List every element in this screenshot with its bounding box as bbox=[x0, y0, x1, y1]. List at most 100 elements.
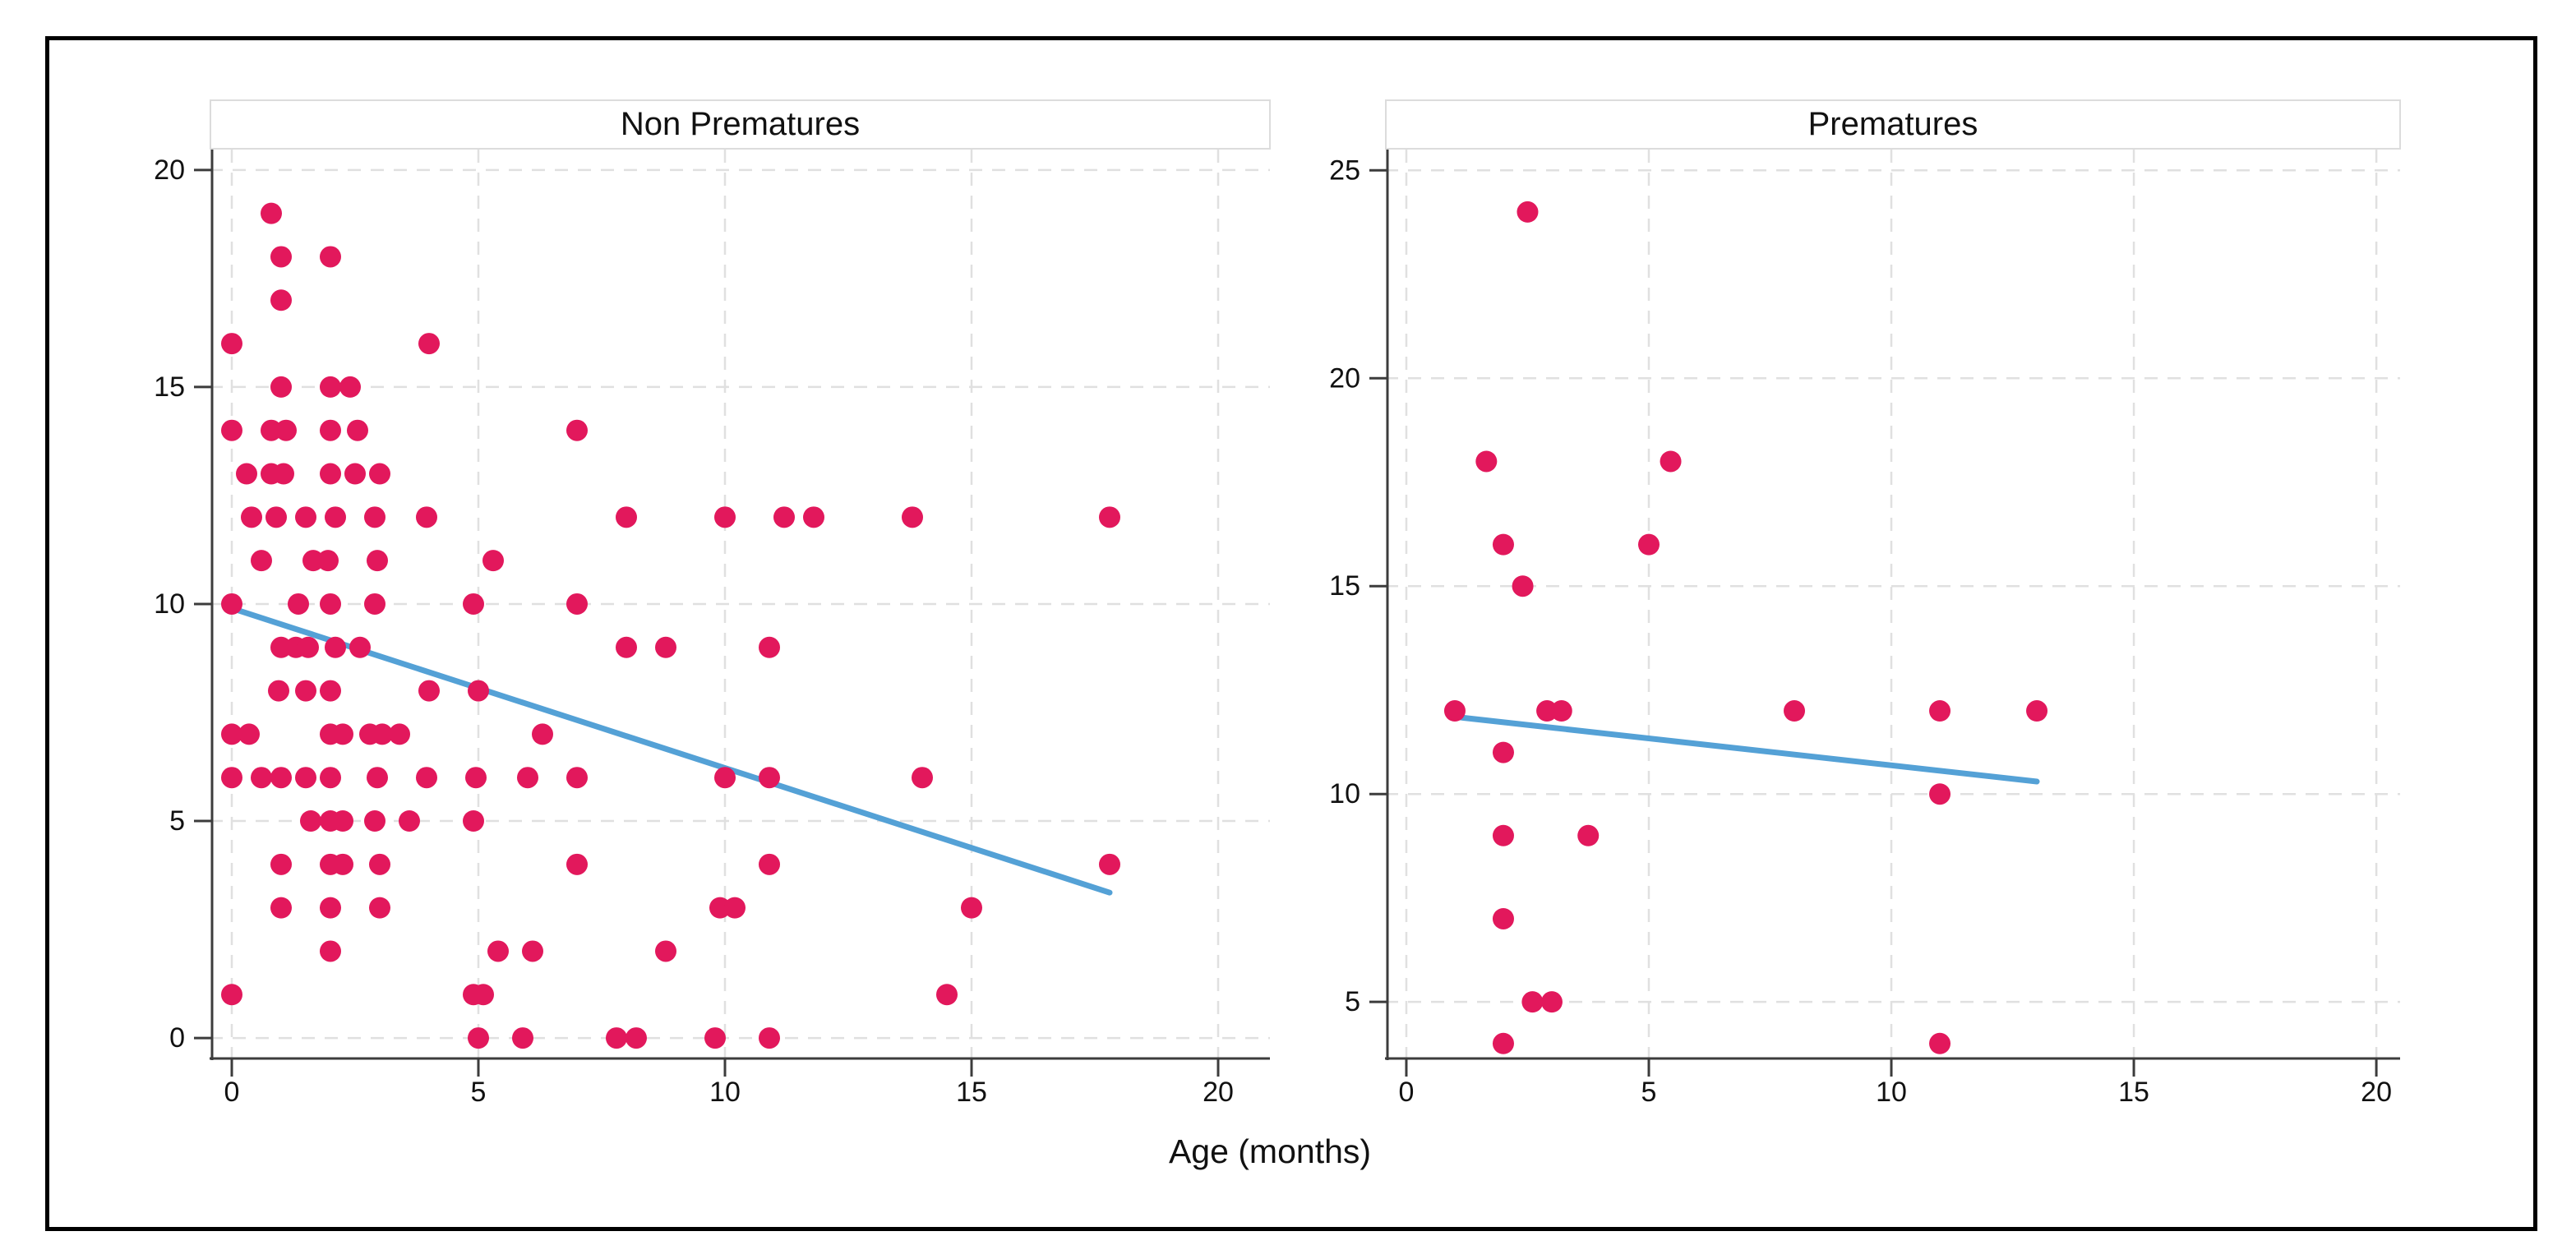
data-point bbox=[616, 636, 637, 658]
data-point bbox=[320, 897, 341, 919]
data-point bbox=[714, 506, 736, 528]
data-point bbox=[221, 593, 242, 615]
data-point bbox=[532, 723, 553, 745]
data-point bbox=[270, 246, 292, 268]
data-point bbox=[1550, 700, 1572, 722]
data-point bbox=[270, 853, 292, 875]
y-tick-label: 10 bbox=[154, 588, 185, 620]
data-point bbox=[616, 506, 637, 528]
data-point bbox=[416, 767, 437, 789]
data-point bbox=[512, 1027, 533, 1049]
data-point bbox=[320, 246, 341, 268]
data-point bbox=[1475, 450, 1498, 473]
data-point bbox=[325, 506, 346, 528]
y-tick-label: 5 bbox=[1345, 986, 1360, 1017]
y-tick-label: 20 bbox=[1329, 362, 1360, 394]
data-point bbox=[251, 550, 272, 572]
data-point bbox=[2026, 700, 2048, 722]
data-point bbox=[270, 897, 292, 919]
data-point bbox=[399, 810, 420, 832]
data-point bbox=[1099, 506, 1120, 528]
data-point bbox=[606, 1027, 627, 1049]
data-point bbox=[1492, 1032, 1514, 1054]
data-point bbox=[347, 419, 368, 441]
trend-line bbox=[229, 605, 1113, 896]
data-point bbox=[261, 202, 282, 224]
data-point bbox=[369, 463, 390, 485]
data-point bbox=[389, 723, 410, 745]
data-point bbox=[709, 897, 731, 919]
data-point bbox=[482, 550, 504, 572]
data-point bbox=[468, 1027, 489, 1049]
y-tick-label: 20 bbox=[154, 154, 185, 186]
data-point bbox=[221, 767, 242, 789]
data-point bbox=[270, 767, 292, 789]
trend-line bbox=[1454, 714, 2040, 785]
data-point bbox=[221, 419, 242, 441]
data-point bbox=[288, 593, 309, 615]
data-point bbox=[759, 853, 780, 875]
data-point bbox=[418, 680, 440, 702]
y-tick-label: 0 bbox=[169, 1022, 185, 1054]
data-point bbox=[416, 506, 437, 528]
data-point bbox=[295, 506, 316, 528]
y-tick-label: 5 bbox=[169, 805, 185, 837]
x-tick-label: 10 bbox=[709, 1077, 741, 1108]
data-point bbox=[1099, 853, 1120, 875]
data-point bbox=[1660, 450, 1682, 473]
data-point bbox=[522, 940, 543, 962]
y-tick-label: 15 bbox=[154, 371, 185, 403]
figure-border bbox=[45, 36, 2537, 1231]
data-point bbox=[1492, 824, 1514, 846]
data-point bbox=[1784, 700, 1806, 722]
data-point bbox=[302, 550, 324, 572]
data-point bbox=[320, 680, 341, 702]
data-point bbox=[300, 810, 321, 832]
data-point bbox=[1929, 1032, 1951, 1054]
data-point bbox=[241, 506, 262, 528]
data-point bbox=[367, 550, 388, 572]
panel-non-prematures: 0 5 10 15 20 0 5 10 15 20 bbox=[154, 150, 1270, 1108]
data-point bbox=[325, 636, 346, 658]
data-point bbox=[463, 810, 484, 832]
data-point bbox=[369, 853, 390, 875]
data-point bbox=[1577, 824, 1600, 846]
data-point bbox=[655, 636, 676, 658]
data-point bbox=[364, 810, 385, 832]
data-point bbox=[759, 1027, 780, 1049]
data-point bbox=[468, 680, 489, 702]
data-point bbox=[1512, 575, 1534, 597]
x-tick-label: 20 bbox=[2361, 1077, 2392, 1108]
data-point bbox=[298, 636, 319, 658]
data-point bbox=[1929, 783, 1951, 805]
data-point bbox=[372, 723, 393, 745]
data-point bbox=[238, 723, 260, 745]
data-point bbox=[961, 897, 982, 919]
data-point bbox=[317, 550, 339, 572]
data-point bbox=[1492, 907, 1514, 929]
data-point bbox=[270, 636, 292, 658]
data-point bbox=[912, 767, 933, 789]
y-tick-label: 10 bbox=[1329, 778, 1360, 809]
data-point bbox=[463, 593, 484, 615]
data-point bbox=[626, 1027, 647, 1049]
x-tick-label: 0 bbox=[1399, 1077, 1415, 1108]
data-point bbox=[236, 463, 257, 485]
x-tick-label: 20 bbox=[1203, 1077, 1234, 1108]
data-point bbox=[1929, 700, 1951, 722]
data-point bbox=[566, 419, 588, 441]
data-point bbox=[936, 984, 958, 1006]
x-axis-label: Age (months) bbox=[1168, 1132, 1372, 1170]
data-point bbox=[566, 593, 588, 615]
data-point bbox=[1540, 991, 1563, 1013]
data-point bbox=[364, 506, 385, 528]
data-point bbox=[268, 680, 289, 702]
data-point bbox=[221, 984, 242, 1006]
data-point bbox=[320, 419, 341, 441]
data-point bbox=[221, 333, 242, 355]
data-point bbox=[367, 767, 388, 789]
data-point bbox=[465, 767, 487, 789]
data-point bbox=[1443, 700, 1466, 722]
data-point bbox=[369, 897, 390, 919]
x-tick-label: 15 bbox=[2118, 1077, 2149, 1108]
